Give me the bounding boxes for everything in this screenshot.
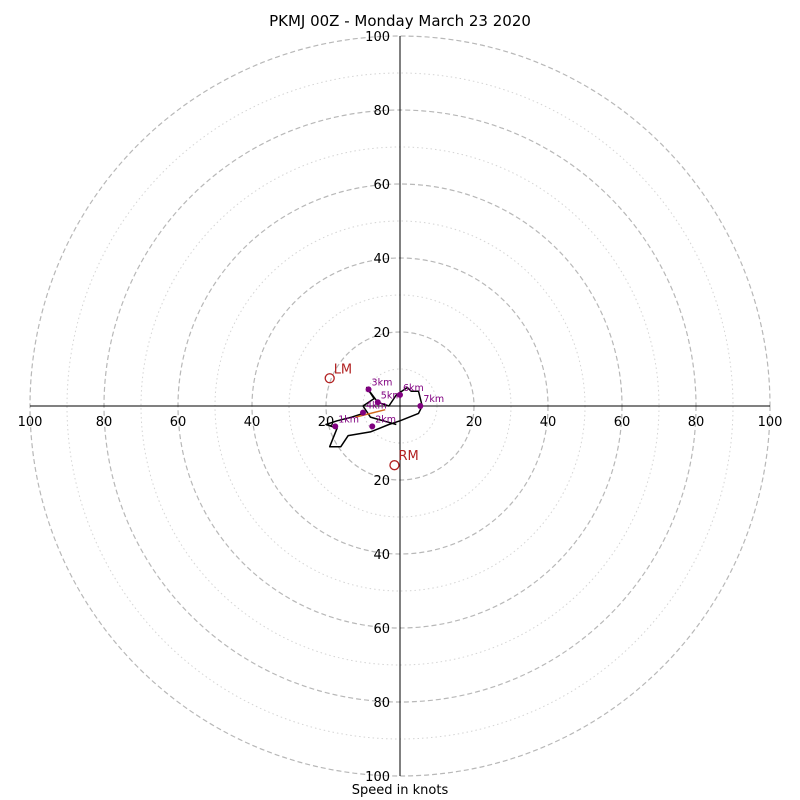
x-tick-label: 80 bbox=[688, 415, 705, 430]
x-tick-label: 100 bbox=[758, 415, 783, 430]
height-marker-label: 5km bbox=[381, 390, 402, 401]
height-marker bbox=[374, 399, 381, 406]
height-marker-label: 4km bbox=[366, 401, 387, 412]
height-marker-label: 1km bbox=[338, 414, 359, 425]
storm-motion-label: LM bbox=[334, 362, 352, 377]
x-tick-label: 20 bbox=[466, 415, 483, 430]
height-marker bbox=[360, 409, 366, 416]
y-tick-label: 60 bbox=[373, 622, 390, 637]
y-tick-label: 80 bbox=[373, 696, 390, 711]
height-marker bbox=[397, 391, 403, 398]
tick-labels: 2020202040404040606060608080808010010010… bbox=[18, 30, 783, 785]
y-tick-label: 100 bbox=[365, 30, 390, 45]
x-tick-label: 100 bbox=[18, 415, 43, 430]
y-tick-label: 100 bbox=[365, 770, 390, 785]
storm-motion-marker bbox=[389, 460, 400, 471]
height-marker bbox=[369, 423, 376, 430]
height-marker-label: 7km bbox=[423, 394, 444, 405]
chart-title: PKMJ 00Z - Monday March 23 2020 bbox=[269, 12, 531, 30]
y-tick-label: 40 bbox=[373, 548, 390, 563]
shear-vector bbox=[355, 408, 386, 418]
x-tick-label: 60 bbox=[614, 415, 631, 430]
x-tick-label: 40 bbox=[244, 415, 261, 430]
height-marker-label: 3km bbox=[372, 377, 393, 388]
x-tick-label: 40 bbox=[540, 415, 557, 430]
storm-motion-markers: LM RM bbox=[324, 362, 419, 471]
y-tick-label: 20 bbox=[373, 474, 390, 489]
height-marker bbox=[417, 403, 424, 409]
height-marker bbox=[332, 423, 339, 430]
y-tick-label: 20 bbox=[373, 326, 390, 341]
axes bbox=[30, 36, 770, 776]
y-tick-label: 60 bbox=[373, 178, 390, 193]
x-tick-label: 80 bbox=[96, 415, 113, 430]
x-tick-label: 60 bbox=[170, 415, 187, 430]
height-marker-label: 6km bbox=[403, 383, 424, 394]
height-marker-label: 2km bbox=[375, 414, 396, 425]
storm-motion-marker bbox=[324, 373, 335, 384]
storm-motion-label: RM bbox=[398, 449, 418, 464]
y-tick-label: 40 bbox=[373, 252, 390, 267]
y-tick-label: 80 bbox=[373, 104, 390, 119]
x-axis-label: Speed in knots bbox=[351, 783, 449, 798]
height-marker bbox=[365, 386, 372, 393]
